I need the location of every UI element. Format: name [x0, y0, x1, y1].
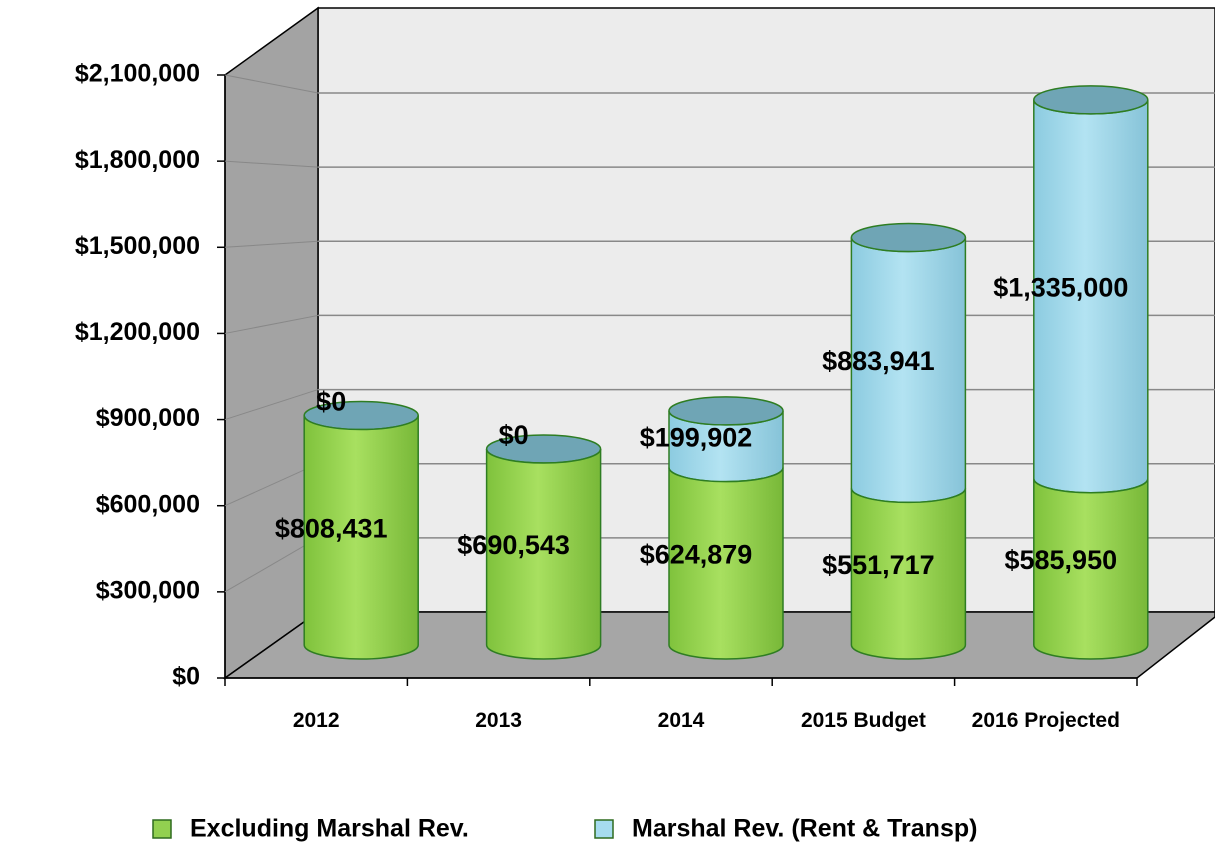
x-tick-label: 2013	[475, 709, 522, 732]
x-tick-label: 2014	[657, 709, 705, 732]
grid-line	[224, 463, 319, 507]
data-label: $624,879	[640, 539, 753, 569]
grid-line	[224, 537, 319, 593]
legend-label: Excluding Marshal Rev.	[190, 815, 469, 843]
cylinder-cap	[1033, 85, 1149, 115]
cylinder-segment	[850, 222, 967, 504]
x-tick-label: 2015 Budget	[800, 709, 926, 732]
cylinder-cap	[668, 396, 784, 426]
x-tick-label: 2012	[292, 709, 340, 732]
data-label: $690,543	[457, 530, 570, 560]
grid-line	[224, 240, 319, 248]
y-tick-label: $2,100,000	[75, 60, 200, 88]
legend-swatch	[152, 819, 172, 839]
y-tick-label: $900,000	[96, 404, 200, 432]
data-label: $585,950	[1004, 545, 1117, 575]
y-tick-label: $1,800,000	[75, 146, 200, 174]
cylinder-cap	[850, 222, 967, 253]
y-tick-label: $1,200,000	[75, 318, 200, 346]
cylinder-segment	[668, 467, 784, 660]
y-tick-label: $600,000	[96, 490, 200, 518]
cylinder-body	[1033, 478, 1149, 660]
cylinder-segment	[485, 448, 602, 660]
cylinder-segment	[850, 488, 967, 660]
x-tick-label: 2016 Projected	[971, 709, 1120, 732]
legend-label: Marshal Rev. (Rent & Transp)	[632, 815, 977, 843]
data-label: $808,431	[275, 513, 388, 543]
legend-swatch	[594, 819, 614, 839]
data-label: $1,335,000	[993, 272, 1128, 302]
grid-line	[224, 314, 319, 334]
cylinder-body	[303, 415, 419, 660]
cylinder-segment	[1033, 478, 1149, 660]
data-label: $0	[499, 420, 529, 450]
y-tick-label: $0	[172, 663, 200, 691]
y-tick-label: $300,000	[96, 576, 200, 604]
cylinder-body	[850, 488, 967, 660]
data-label: $883,941	[822, 346, 935, 376]
y-tick-label: $1,500,000	[75, 232, 200, 260]
grid-line	[224, 160, 319, 168]
cylinder-body	[485, 448, 602, 660]
data-label: $0	[316, 387, 346, 417]
grid-line	[224, 74, 319, 94]
cylinder-body	[668, 467, 784, 660]
cylinder-segment	[303, 415, 419, 660]
data-label: $551,717	[822, 550, 935, 580]
grid-line	[224, 389, 319, 421]
cylinder-segment	[668, 396, 784, 483]
data-label: $199,902	[640, 422, 753, 452]
